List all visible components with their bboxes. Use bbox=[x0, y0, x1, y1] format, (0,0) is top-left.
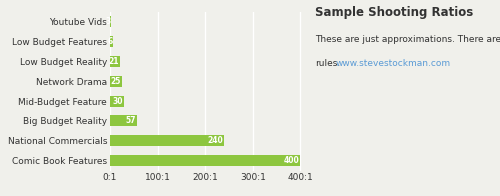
Bar bbox=[110, 76, 122, 87]
Bar bbox=[110, 115, 137, 126]
Bar bbox=[110, 96, 124, 106]
Text: These are just approximations. There are no: These are just approximations. There are… bbox=[315, 35, 500, 44]
Bar bbox=[110, 155, 300, 166]
Text: 240: 240 bbox=[208, 136, 224, 145]
Bar bbox=[110, 56, 120, 67]
Bar bbox=[110, 135, 224, 146]
Text: 21: 21 bbox=[108, 57, 119, 66]
Text: 30: 30 bbox=[113, 97, 124, 106]
Bar bbox=[110, 36, 113, 47]
Text: 3: 3 bbox=[106, 17, 111, 26]
Text: www.stevestockman.com: www.stevestockman.com bbox=[336, 59, 451, 68]
Text: 25: 25 bbox=[110, 77, 121, 86]
Bar bbox=[110, 16, 112, 27]
Text: 6: 6 bbox=[107, 37, 112, 46]
Text: Sample Shooting Ratios: Sample Shooting Ratios bbox=[315, 6, 473, 19]
Text: 57: 57 bbox=[126, 116, 136, 125]
Text: rules.: rules. bbox=[315, 59, 340, 68]
Text: 400: 400 bbox=[284, 156, 300, 165]
